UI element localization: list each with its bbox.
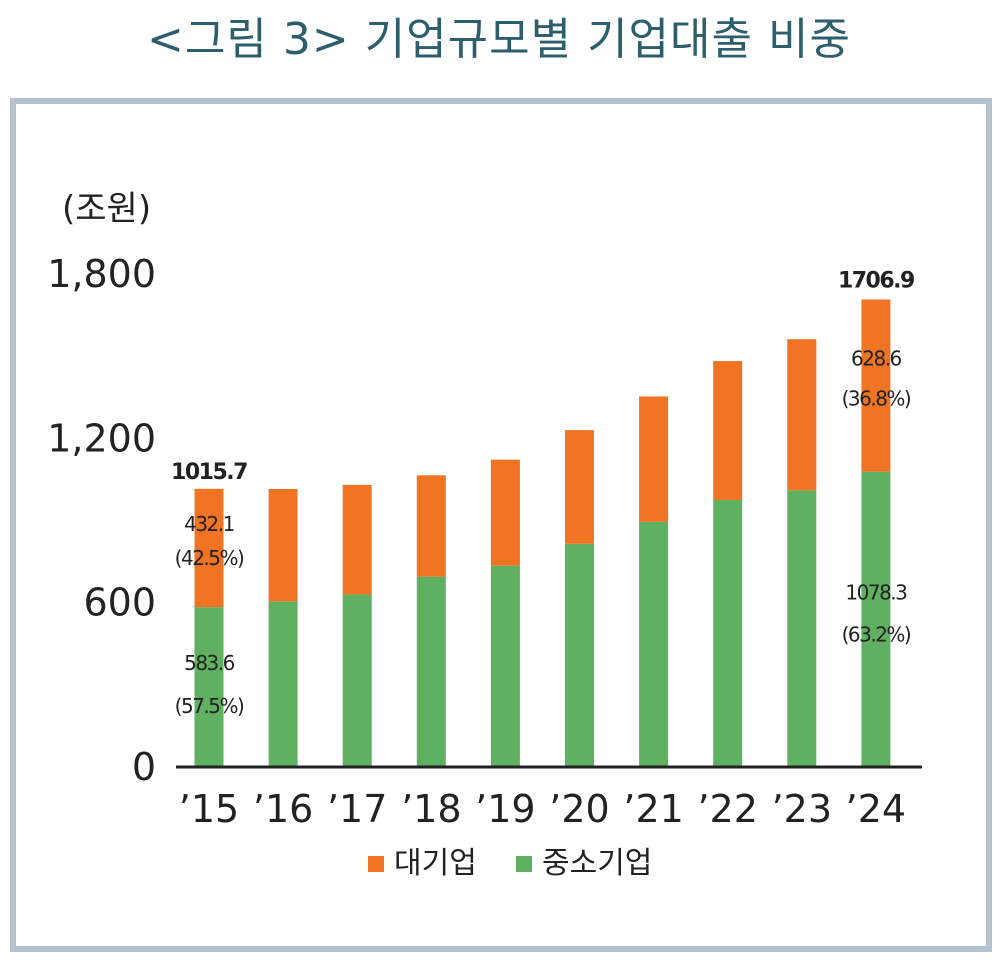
x-tick-label: ’20 xyxy=(549,787,609,831)
bar-segment-large xyxy=(342,484,372,595)
y-tick-label: 1,200 xyxy=(47,416,156,460)
large-value-label: 432.1 xyxy=(184,512,234,536)
legend-swatch xyxy=(516,856,532,872)
legend-label: 중소기업 xyxy=(542,846,652,881)
large-value-label: 628.6 xyxy=(851,347,902,371)
bar-segment-large xyxy=(194,488,224,608)
data-labels: 1015.7 432.1 (42.5%) 583.6 (57.5%) 1706.9 628.… xyxy=(171,268,915,718)
bar-segment-sme xyxy=(268,601,298,767)
y-tick-label: 1,800 xyxy=(47,252,156,296)
bars xyxy=(194,299,891,767)
chart-frame: (조원) 0 600 1,200 1,800 ’15 ’16 ’17 ’18 ’19 ’20 ’2… xyxy=(10,98,992,952)
bar-segment-sme xyxy=(713,499,743,767)
y-axis-ticks: 0 600 1,200 1,800 xyxy=(47,252,156,789)
stacked-bar-chart: (조원) 0 600 1,200 1,800 ’15 ’16 ’17 ’18 ’19 ’20 ’2… xyxy=(47,189,922,881)
x-tick-label: ’18 xyxy=(401,787,461,831)
sme-value-label: 583.6 xyxy=(184,651,235,675)
bar-segment-large xyxy=(490,459,520,566)
bar-segment-large xyxy=(787,339,817,491)
legend-swatch xyxy=(368,856,384,872)
x-tick-label: ’24 xyxy=(846,787,906,831)
x-tick-label: ’22 xyxy=(697,787,757,831)
x-tick-label: ’19 xyxy=(475,787,535,831)
bar-segment-sme xyxy=(416,576,446,767)
bar-segment-large xyxy=(639,396,669,522)
bar-segment-sme xyxy=(861,471,891,767)
y-axis-unit-label: (조원) xyxy=(62,189,151,229)
bar-segment-sme xyxy=(565,543,594,767)
bar-segment-sme xyxy=(194,607,224,767)
bar-segment-sme xyxy=(490,565,520,767)
bar-segment-sme xyxy=(787,490,817,767)
x-tick-label: ’23 xyxy=(772,787,832,831)
large-pct-label: (36.8%) xyxy=(842,387,911,411)
bar-segment-sme xyxy=(342,594,372,767)
bar-segment-large xyxy=(713,361,743,500)
bar-segment-large xyxy=(861,299,891,472)
bar-segment-large xyxy=(268,489,298,602)
sme-value-label: 1078.3 xyxy=(845,581,907,605)
x-tick-label: ’16 xyxy=(253,787,313,831)
y-tick-label: 0 xyxy=(132,745,156,789)
x-tick-label: ’15 xyxy=(179,787,239,831)
large-pct-label: (42.5%) xyxy=(175,546,244,570)
y-tick-label: 600 xyxy=(83,581,156,625)
bar-segment-large xyxy=(416,475,446,577)
bar-segment-sme xyxy=(639,521,669,767)
sme-pct-label: (63.2%) xyxy=(842,623,911,647)
figure-title: <그림 3> 기업규모별 기업대출 비중 xyxy=(147,14,851,65)
total-label: 1706.9 xyxy=(838,268,914,293)
total-label: 1015.7 xyxy=(171,460,247,485)
sme-pct-label: (57.5%) xyxy=(175,694,244,718)
x-tick-label: ’17 xyxy=(327,787,387,831)
legend-label: 대기업 xyxy=(394,846,477,881)
x-axis-labels: ’15 ’16 ’17 ’18 ’19 ’20 ’21 ’22 ’23 ’24 xyxy=(179,787,906,831)
x-tick-label: ’21 xyxy=(623,787,683,831)
bar-segment-large xyxy=(565,430,594,544)
legend: 대기업 중소기업 xyxy=(368,846,652,881)
